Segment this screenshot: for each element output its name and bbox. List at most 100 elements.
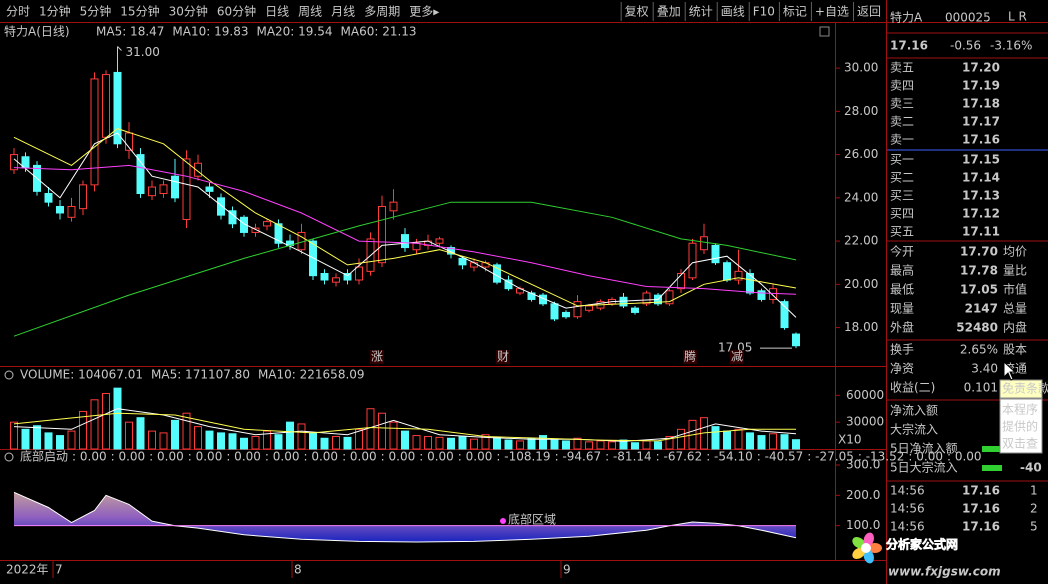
- flow-bar: [982, 446, 1002, 452]
- indicator-value: : 0.00: [908, 450, 943, 464]
- volume-bar: [539, 435, 547, 450]
- indicator-value: : -40.57: [757, 450, 804, 464]
- period-tab[interactable]: 1分钟: [39, 4, 71, 19]
- indicator-value: : 0.00: [149, 450, 184, 464]
- volume-bar: [251, 435, 260, 450]
- tick-time: 14:56: [890, 520, 925, 534]
- y-tick-label: 24.00: [844, 190, 878, 204]
- panel-icon: [4, 370, 14, 380]
- quote-label: 买四: [890, 207, 914, 221]
- legend-entry: MA5: 171107.80: [151, 368, 250, 382]
- period-tab[interactable]: 15分钟: [120, 4, 159, 19]
- tick-time: 14:56: [890, 502, 925, 516]
- y-tick-label: 26.00: [844, 147, 878, 161]
- toolbar-button[interactable]: +自选: [815, 5, 849, 19]
- quote-label: 卖二: [890, 115, 914, 129]
- period-tab[interactable]: 日线: [265, 5, 289, 19]
- flow-bar: [982, 465, 1002, 471]
- event-marker[interactable]: 腾: [684, 349, 696, 364]
- x-tick-label: 7: [55, 563, 63, 577]
- volume-bar: [44, 432, 53, 450]
- period-tab[interactable]: 周线: [298, 5, 322, 19]
- indicator-value: : -13.52: [858, 450, 905, 464]
- period-tab[interactable]: 5分钟: [80, 4, 112, 19]
- candle-body: [665, 290, 674, 305]
- quote-value: 17.78: [960, 264, 998, 278]
- event-marker[interactable]: 涨: [371, 349, 383, 364]
- x-tick-label: 2022年: [6, 563, 49, 577]
- period-tab[interactable]: 分时: [6, 5, 30, 19]
- event-marker-bg: [496, 350, 510, 364]
- quote-label: 股本: [1003, 343, 1027, 357]
- annotation-dot: [500, 518, 506, 524]
- quote-value: 17.05: [960, 283, 998, 297]
- volume-bar: [677, 428, 685, 450]
- period-tab[interactable]: 月线: [331, 5, 355, 19]
- candle-body: [194, 162, 202, 177]
- toolbar-button[interactable]: 标记: [783, 5, 807, 19]
- volume-bar: [332, 435, 340, 450]
- volume-bar: [33, 425, 41, 450]
- volume-bar: [608, 441, 616, 450]
- annotation-pointer: [117, 46, 122, 51]
- quote-label: 内盘: [1003, 320, 1027, 335]
- candle-body: [562, 311, 570, 318]
- volume-bar: [240, 437, 248, 450]
- candle-body: [447, 247, 455, 255]
- quote-value: 17.11: [962, 225, 1000, 239]
- event-marker[interactable]: 财: [497, 350, 509, 364]
- watermark-title: 分析家公式网: [886, 537, 958, 552]
- legend-entry: MA10: 221658.09: [258, 368, 365, 382]
- popup-title[interactable]: 免责条款: [1002, 381, 1048, 396]
- volume-bar: [435, 436, 444, 450]
- period-tab[interactable]: 多周期: [364, 5, 400, 19]
- toolbar-button[interactable]: 画线: [721, 5, 745, 19]
- period-tab[interactable]: 60分钟: [217, 4, 256, 19]
- volume-bar: [56, 435, 64, 450]
- panel-icon: [4, 452, 14, 462]
- toolbar-button[interactable]: F10: [753, 5, 775, 19]
- quote-value: 17.12: [962, 207, 1000, 221]
- candle-body: [723, 262, 731, 281]
- volume-bar: [504, 439, 513, 450]
- toolbar-button[interactable]: 复权: [625, 5, 649, 19]
- quote-value: 17.19: [962, 79, 1000, 93]
- popup-bg: [999, 398, 1043, 454]
- quote-value: 3.40: [971, 362, 998, 376]
- candle-body: [378, 205, 386, 264]
- popup-line: 提供的: [1002, 419, 1038, 434]
- period-tab[interactable]: 更多▸: [409, 5, 439, 19]
- toolbar-button[interactable]: 返回: [857, 5, 881, 19]
- toolbar-button[interactable]: 叠加: [657, 5, 681, 19]
- candle-body: [159, 184, 168, 195]
- volume-bar: [585, 441, 593, 450]
- x-tick-label: 8: [294, 563, 302, 577]
- petal: [863, 549, 875, 564]
- toolbar-button[interactable]: 统计: [689, 5, 713, 19]
- y-tick-label: 18.00: [844, 320, 878, 334]
- quote-label: 卖五: [890, 61, 914, 75]
- quote-label: 卖三: [890, 97, 914, 111]
- stock-name: 特力A: [890, 10, 923, 25]
- annotation-label: 31.00: [126, 45, 160, 59]
- volume-bar: [550, 439, 559, 450]
- candle-body: [389, 201, 398, 212]
- volume-bar: [297, 423, 306, 450]
- candle-body: [573, 301, 582, 318]
- x-tick-label: 9: [563, 563, 571, 577]
- period-tab[interactable]: 30分钟: [169, 4, 208, 19]
- candle-body: [792, 333, 800, 347]
- y-tick-label: 60000: [846, 388, 884, 402]
- cursor: [1003, 360, 1017, 381]
- stock-code: 000025: [945, 11, 991, 25]
- volume-bar: [424, 435, 432, 450]
- petal: [863, 532, 875, 547]
- watermark-logo: [852, 532, 882, 564]
- flow-label: 净流入额: [890, 404, 938, 418]
- event-marker[interactable]: 减: [731, 350, 743, 364]
- indicator-value: : 0.00: [419, 450, 454, 464]
- y-tick-label: 300.0: [846, 458, 880, 472]
- volume-bar: [90, 399, 99, 450]
- candle-body: [205, 186, 214, 192]
- flow-value: -40: [1020, 461, 1042, 475]
